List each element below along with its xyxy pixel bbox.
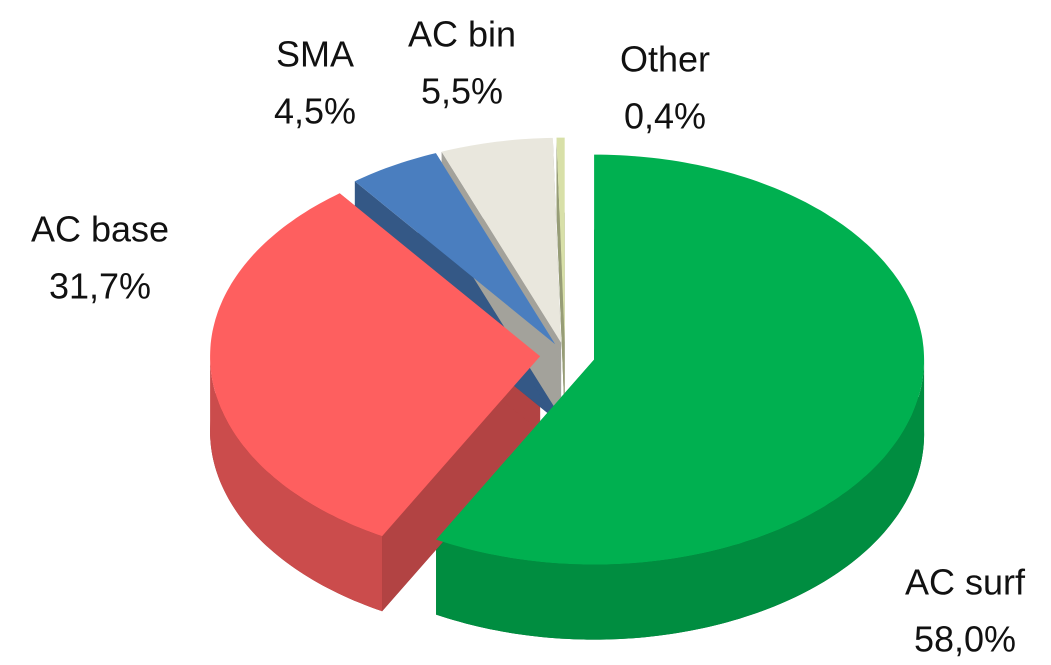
slice-value-label: 31,7% [49, 266, 151, 307]
slice-value-label: 4,5% [274, 91, 356, 132]
slice-side [210, 356, 383, 612]
slice [354, 153, 556, 345]
slice-label: Other [620, 39, 710, 80]
slice-label: AC bin [408, 14, 516, 55]
slice-value-label: 58,0% [914, 619, 1016, 660]
slice [210, 193, 541, 537]
slice-edge [382, 356, 541, 612]
slice-value-label: 5,5% [421, 71, 503, 112]
slice-side [436, 359, 925, 640]
slice-label: AC base [31, 209, 169, 250]
slice-edge [556, 137, 565, 418]
slice [441, 137, 562, 343]
slice [436, 154, 925, 565]
slice [556, 137, 565, 343]
slice-label: AC surf [905, 562, 1026, 603]
slice-value-label: 0,4% [624, 96, 706, 137]
slice-label: SMA [276, 34, 354, 75]
